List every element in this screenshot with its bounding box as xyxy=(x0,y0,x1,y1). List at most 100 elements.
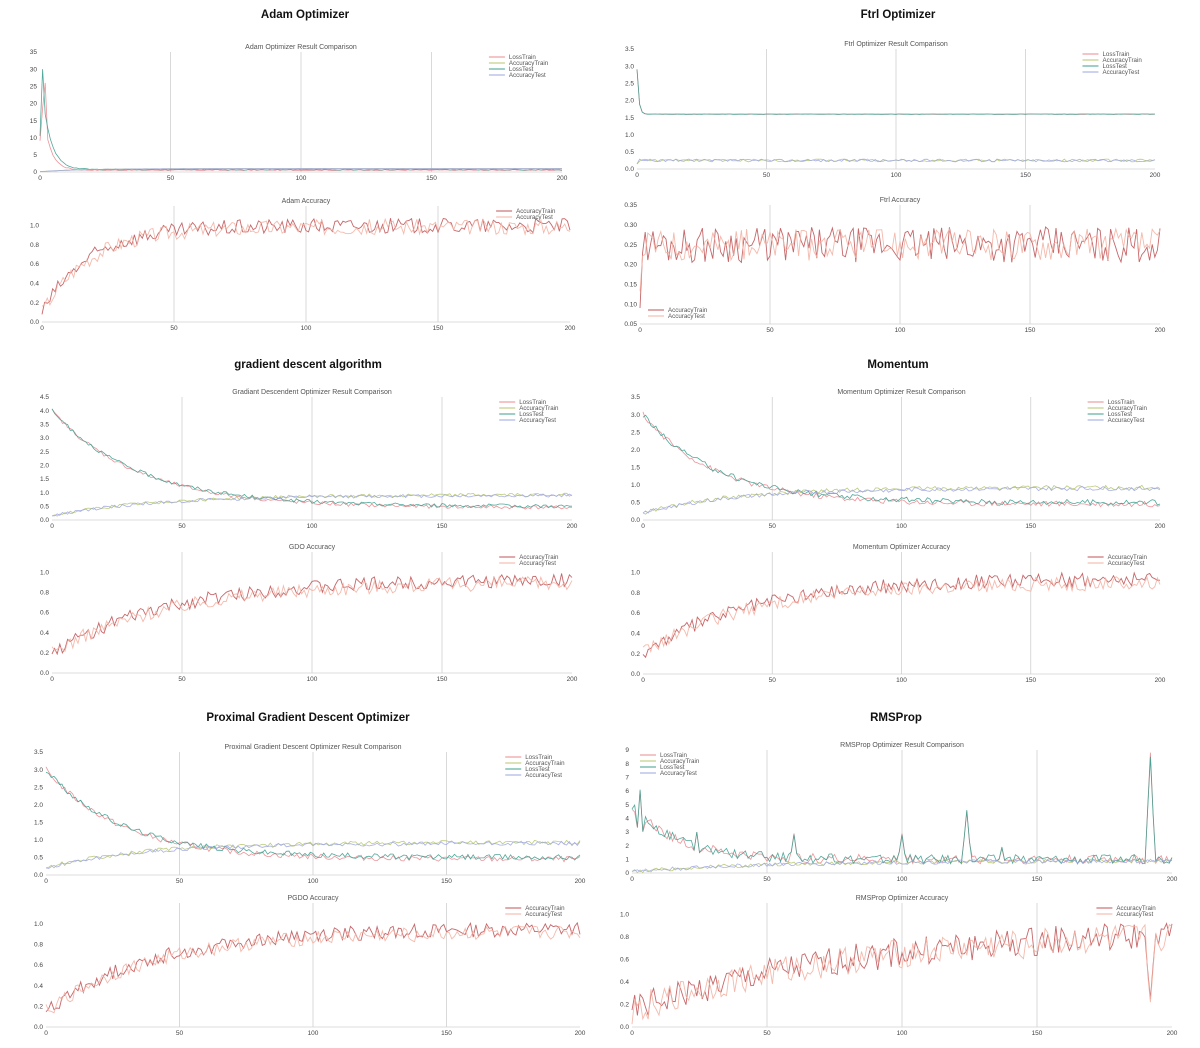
chart-title: Adam Accuracy xyxy=(282,198,331,205)
y-tick-label: 1.5 xyxy=(631,464,640,471)
y-tick-label: 1.0 xyxy=(34,921,43,928)
legend-label: AccuracyTrain xyxy=(660,758,700,765)
x-tick-label: 150 xyxy=(1025,523,1036,530)
y-tick-label: 5 xyxy=(625,802,629,809)
y-tick-label: 0.8 xyxy=(631,590,640,597)
chart-title: RMSProp Optimizer Result Comparison xyxy=(840,742,964,749)
legend-label: AccuracyTrain xyxy=(509,60,549,67)
y-tick-label: 6 xyxy=(625,788,629,795)
y-tick-label: 30 xyxy=(30,66,38,73)
legend-label: AccuracyTest xyxy=(668,313,705,320)
chart-title: Ftrl Optimizer Result Comparison xyxy=(844,41,948,48)
x-tick-label: 100 xyxy=(307,676,318,683)
y-tick-label: 1.0 xyxy=(631,482,640,489)
y-tick-label: 0.25 xyxy=(624,242,637,249)
x-tick-label: 0 xyxy=(50,523,54,530)
series-line-AccuracyTest xyxy=(631,858,1173,873)
y-tick-label: 3.0 xyxy=(40,435,49,442)
x-tick-label: 50 xyxy=(167,175,175,182)
y-tick-label: 0.8 xyxy=(30,242,39,249)
x-tick-label: 150 xyxy=(433,325,444,332)
legend-label: AccuracyTrain xyxy=(525,905,565,912)
x-tick-label: 100 xyxy=(301,325,312,332)
panel-title: Proximal Gradient Descent Optimizer xyxy=(206,712,410,724)
y-tick-label: 1.5 xyxy=(40,476,49,483)
x-tick-label: 50 xyxy=(763,876,771,883)
y-tick-label: 2 xyxy=(625,843,629,850)
x-tick-label: 100 xyxy=(897,1030,908,1037)
y-tick-label: 0.2 xyxy=(40,650,49,657)
y-tick-label: 1.5 xyxy=(625,115,634,122)
legend-label: AccuracyTest xyxy=(516,214,553,221)
y-tick-label: 25 xyxy=(30,83,38,90)
legend-label: AccuracyTest xyxy=(525,911,562,918)
y-tick-label: 0.8 xyxy=(40,590,49,597)
legend-label: LossTest xyxy=(1108,411,1133,418)
series-line-AccuracyTrain xyxy=(45,921,581,1013)
x-tick-label: 150 xyxy=(441,1030,452,1037)
x-tick-label: 50 xyxy=(763,1030,771,1037)
panel-title: Ftrl Optimizer xyxy=(861,9,936,21)
y-tick-label: 0.4 xyxy=(40,630,49,637)
y-tick-label: 2.5 xyxy=(40,449,49,456)
series-line-LossTest xyxy=(45,771,581,861)
y-tick-label: 0.2 xyxy=(34,1004,43,1011)
y-tick-label: 0.8 xyxy=(34,942,43,949)
x-tick-label: 200 xyxy=(1150,172,1161,179)
panel-4: Proximal Gradient Descent Optimizer Proxi… xyxy=(34,712,586,1037)
series-line-AccuracyTest xyxy=(51,493,573,517)
panel-title: Momentum xyxy=(867,359,928,371)
legend-label: AccuracyTrain xyxy=(519,554,559,561)
y-tick-label: 1.0 xyxy=(620,911,629,918)
x-tick-label: 0 xyxy=(40,325,44,332)
series-line-AccuracyTest xyxy=(39,168,563,173)
y-tick-label: 0.0 xyxy=(40,670,49,677)
panel-0: Adam Optimizer Adam Optimizer Result Comp… xyxy=(30,9,576,332)
chart-title: Momentum Optimizer Result Comparison xyxy=(837,389,965,396)
chart-title: RMSProp Optimizer Accuracy xyxy=(856,895,949,902)
y-tick-label: 0.5 xyxy=(34,855,43,862)
y-tick-label: 4.0 xyxy=(40,408,49,415)
series-line-AccuracyTrain xyxy=(642,571,1161,659)
y-tick-label: 0.2 xyxy=(620,1002,629,1009)
series-line-AccuracyTest xyxy=(636,158,1156,165)
y-tick-label: 0.4 xyxy=(620,979,629,986)
x-tick-label: 100 xyxy=(308,878,319,885)
x-tick-label: 200 xyxy=(567,676,578,683)
y-tick-label: 0.6 xyxy=(30,261,39,268)
x-tick-label: 150 xyxy=(437,523,448,530)
y-tick-label: 0.6 xyxy=(631,610,640,617)
x-tick-label: 200 xyxy=(557,175,568,182)
x-tick-label: 0 xyxy=(635,172,639,179)
x-tick-label: 200 xyxy=(1167,876,1178,883)
panel-1: Ftrl Optimizer Ftrl Optimizer Result Comp… xyxy=(624,9,1165,334)
x-tick-label: 100 xyxy=(296,175,307,182)
chart-0-1: Adam Accuracy 0 50 100 150 200 0.0 0.2 0.4 0.6 0.8… xyxy=(30,198,576,332)
series-line-AccuracyTest xyxy=(631,923,1173,1025)
x-tick-label: 50 xyxy=(176,878,184,885)
y-tick-label: 35 xyxy=(30,49,38,56)
y-tick-label: 0.2 xyxy=(30,300,39,307)
x-tick-label: 200 xyxy=(1155,677,1166,684)
y-tick-label: 0.0 xyxy=(34,872,43,879)
y-tick-label: 0.20 xyxy=(624,262,637,269)
y-tick-label: 2.5 xyxy=(625,80,634,87)
y-tick-label: 0.0 xyxy=(34,1024,43,1031)
legend-label: AccuracyTrain xyxy=(1108,554,1148,561)
chart-title: Gradiant Descendent Optimizer Result Com… xyxy=(232,389,392,396)
series-line-AccuracyTest xyxy=(51,575,573,653)
chart-title: GDO Accuracy xyxy=(289,544,336,551)
legend-label: AccuracyTest xyxy=(509,72,546,79)
chart-5-1: RMSProp Optimizer Accuracy 0 50 100 150 200 0.… xyxy=(620,895,1178,1037)
legend-label: LossTrain xyxy=(519,399,546,406)
x-tick-label: 0 xyxy=(641,677,645,684)
chart-title: Ftrl Accuracy xyxy=(880,197,921,204)
x-tick-label: 0 xyxy=(44,1030,48,1037)
chart-title: PGDO Accuracy xyxy=(288,895,339,902)
x-tick-label: 50 xyxy=(178,676,186,683)
y-tick-label: 20 xyxy=(30,101,38,108)
x-tick-label: 200 xyxy=(575,878,586,885)
y-tick-label: 1.0 xyxy=(34,837,43,844)
y-tick-label: 0.4 xyxy=(34,983,43,990)
